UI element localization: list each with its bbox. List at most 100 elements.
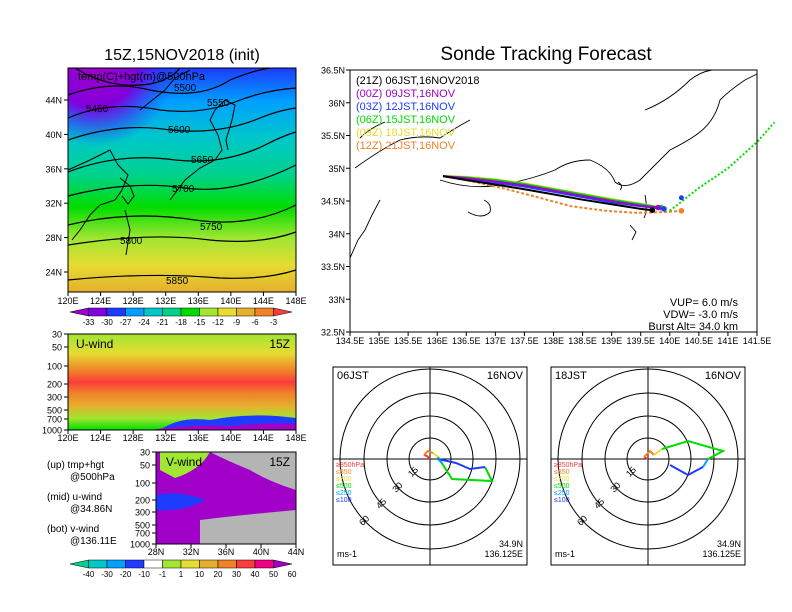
colorbar-swatch: [236, 559, 256, 569]
lat-tick-label: 40N: [253, 547, 270, 557]
vwind-lat-axis: 28N 32N 36N 40N 44N: [148, 544, 305, 557]
level-tick-label: 300: [47, 393, 62, 403]
hodo-units: ms-1: [337, 549, 357, 559]
colorbar-swatch: [125, 559, 145, 569]
colorbar-label: -6: [251, 318, 259, 327]
colorbar-swatch: [88, 307, 108, 317]
level-legend: ≤100: [554, 497, 570, 504]
ring-label: 15: [406, 465, 420, 479]
lat-tick-label: 44N: [288, 547, 305, 557]
colorbar-swatch: [199, 307, 219, 317]
tracking-title: Sonde Tracking Forecast: [440, 44, 652, 65]
main-map-panel: 5450 5500 5550 5600 5650 5700 5750 5800 …: [45, 67, 307, 327]
lon-tick-label: 139E: [601, 336, 622, 346]
hodo-time: 18JST: [555, 370, 587, 382]
lon-tick-label: 134.5E: [336, 336, 365, 346]
colorbar-label: -1: [159, 570, 167, 579]
colorbar-swatch: [125, 307, 145, 317]
main-map-coastline: [67, 69, 236, 256]
colorbar-label: 10: [195, 570, 204, 579]
lon-tick-label: 128E: [123, 433, 144, 443]
note-mid-2: @34.86N: [70, 504, 112, 515]
hodograph-trace: [643, 449, 655, 458]
lon-tick-label: 139.5E: [626, 336, 655, 346]
lat-tick-label: 32N: [183, 547, 200, 557]
lat-tick-label: 33N: [328, 295, 345, 305]
main-map-variable-label: temp(C)+hgt(m)@500hPa: [78, 71, 206, 83]
lon-tick-label: 141.5E: [743, 336, 772, 346]
lon-tick-label: 132E: [155, 433, 176, 443]
lon-tick-label: 140.5E: [685, 336, 714, 346]
contour-label: 5750: [200, 222, 223, 233]
lon-tick-label: 128E: [123, 296, 144, 306]
note-up-2: @500hPa: [70, 472, 115, 483]
colorbar-swatch: [254, 307, 274, 317]
lat-tick-label: 44N: [45, 96, 62, 106]
lon-tick-label: 136E: [188, 433, 209, 443]
tracking-panel: (21Z) 06JST,16NOV2018 (00Z) 09JST,16NOV …: [321, 66, 776, 346]
contour-label: 5500: [174, 83, 197, 94]
landing-point: [655, 204, 661, 211]
colorbar-label: 60: [288, 570, 297, 579]
level-tick-label: 30: [52, 330, 62, 340]
landing-point: [661, 206, 667, 212]
lon-tick-label: 148E: [285, 296, 306, 306]
lon-tick-label: 141E: [717, 336, 738, 346]
level-tick-label: 50: [140, 461, 150, 471]
main-map-contour-labels: 5450 5500 5550 5600 5650 5700 5750 5800 …: [86, 83, 230, 287]
colorbar-label: -10: [138, 570, 150, 579]
lon-tick-label: 136.5E: [452, 336, 481, 346]
uwind-label: U-wind: [76, 337, 113, 351]
colorbar-label: 20: [214, 570, 223, 579]
note-up-1: (up) tmp+hgt: [47, 460, 104, 471]
vwind-gray-region: [210, 452, 296, 490]
main-map-frame: [67, 67, 297, 293]
lat-tick-label: 36N: [328, 98, 345, 108]
colorbar-swatch: [143, 307, 163, 317]
tracking-legend: (21Z) 06JST,16NOV2018 (00Z) 09JST,16NOV …: [356, 75, 480, 152]
colorbar-swatch: [254, 559, 274, 569]
lat-tick-label: 35.5N: [321, 131, 345, 141]
lon-tick-label: 136E: [427, 336, 448, 346]
level-legend: ≤700: [336, 476, 352, 483]
lon-tick-label: 148E: [285, 433, 306, 443]
hodo-lon: 136.125E: [484, 549, 523, 559]
lon-tick-label: 144E: [253, 296, 274, 306]
colorbar-swatch: [180, 559, 200, 569]
note-mid-1: (mid) u-wind: [47, 492, 102, 503]
colorbar-swatch: [180, 307, 200, 317]
lat-tick-label: 36.5N: [321, 66, 345, 76]
colorbar-label: -40: [83, 570, 95, 579]
vwind-core: [156, 493, 205, 511]
tracking-lat-axis: 36.5N 36N 35.5N 35N 34.5N 34N 33.5N 33N 32.5N: [321, 66, 350, 338]
hodograph-trace: [437, 458, 486, 471]
main-map-cold-core: [68, 68, 296, 292]
colorbar-label: -18: [175, 318, 187, 327]
level-legend: ≤850: [554, 469, 570, 476]
lat-tick-label: 34N: [328, 229, 345, 239]
lat-tick-label: 35N: [328, 164, 345, 174]
colorbar-label: -12: [212, 318, 224, 327]
colorbar-swatch: [106, 559, 126, 569]
lon-tick-label: 124E: [90, 296, 111, 306]
landing-point: [649, 207, 656, 213]
lon-tick-label: 140E: [659, 336, 680, 346]
main-map-height-contours: [67, 67, 297, 281]
vdw-text: VDW= -3.0 m/s: [663, 309, 738, 321]
level-legend: ≤700: [554, 476, 570, 483]
lon-tick-label: 137E: [485, 336, 506, 346]
vwind-green-patch: [160, 452, 210, 478]
vwind-time: 15Z: [269, 455, 290, 469]
tracking-plot-area: [350, 70, 757, 332]
level-tick-label: 1000: [42, 426, 62, 436]
hodo-date: 16NOV: [487, 370, 524, 382]
level-tick-label: 500: [135, 521, 150, 531]
colorbar-swatch: [217, 559, 237, 569]
colorbar-swatch: [143, 559, 163, 569]
lon-tick-label: 140E: [220, 433, 241, 443]
colorbar-label: 1: [179, 570, 184, 579]
colorbar-swatch: [162, 307, 182, 317]
level-tick-label: 50: [52, 343, 62, 353]
colorbar-label: -24: [138, 318, 150, 327]
